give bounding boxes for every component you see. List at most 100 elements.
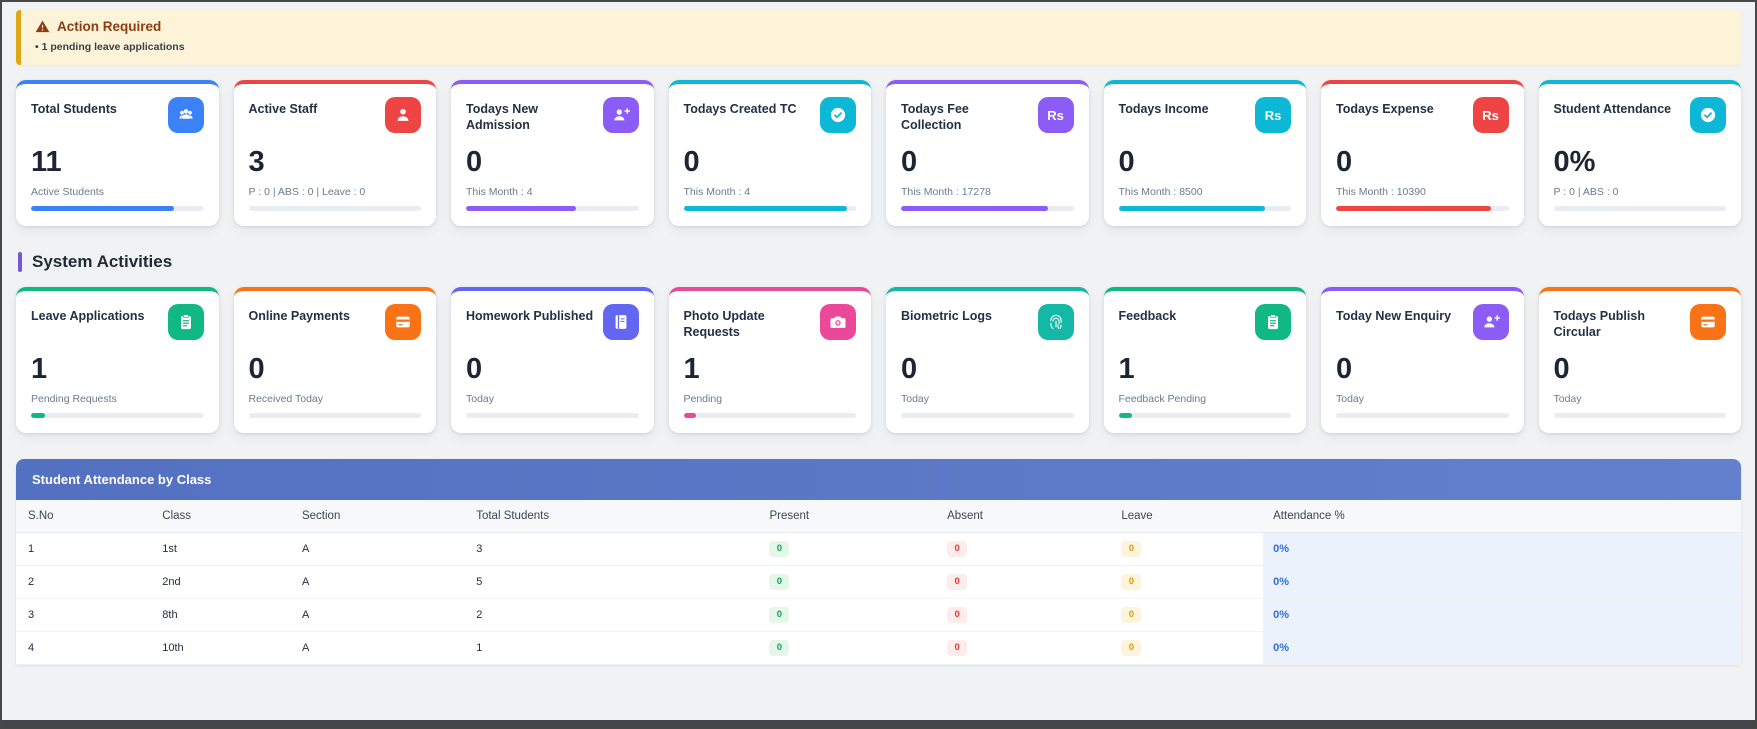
table-cell: A [291,631,467,665]
card-value: 0 [901,146,918,178]
card-progress-fill [683,413,696,418]
camera-icon [820,304,856,340]
card-progress-track [1336,413,1509,418]
alert-item: • 1 pending leave applications [35,41,185,53]
card-value: 0 [1118,146,1135,178]
cell-absent: 0 [937,565,1112,599]
card-title: Todays Publish Circular [1553,309,1645,340]
table-row: 2 2nd A 5 0 0 0 0% [16,565,1741,599]
table-cell: 3 [466,532,760,566]
user-plus-icon [1472,304,1509,340]
card-value: 0 [1553,353,1570,385]
card-subtitle: Pending Requests [31,393,117,405]
rupee-icon: Rs [1255,97,1291,133]
column-header-class: Class [152,500,292,533]
user-icon [385,97,421,133]
card-head: Feedback [1119,304,1291,340]
card-progress-track [31,413,204,418]
card-title: Active Staff [248,102,318,116]
cell-attendance: 0% [1263,532,1741,566]
card-todays-publish-circular[interactable]: Todays Publish Circular 0 Today [1538,287,1741,433]
card-subtitle: This Month : 8500 [1118,186,1203,198]
card-todays-fee-collection[interactable]: Todays Fee Collection Rs 0 This Month : … [886,80,1089,226]
card-progress-track [1553,206,1726,211]
leave-badge: 0 [1121,574,1142,590]
card-head: Todays Expense Rs [1336,97,1509,133]
cell-leave: 0 [1111,532,1264,566]
card-homework-published[interactable]: Homework Published 0 Today [451,287,654,433]
cell-leave: 0 [1111,598,1264,632]
card-value: 3 [248,146,265,178]
card-head: Online Payments [249,304,421,340]
card-title: Homework Published [466,309,594,323]
card-value: 0 [466,353,483,385]
cell-present: 0 [759,532,938,566]
card-head: Todays Income Rs [1118,97,1291,133]
card-feedback[interactable]: Feedback 1 Feedback Pending [1103,287,1306,433]
card-progress-track [683,413,856,418]
card-progress-track [1553,413,1726,418]
card-today-new-enquiry[interactable]: Today New Enquiry 0 Today [1321,287,1524,433]
card-title: Total Students [31,102,117,116]
table-cell: 8th [152,598,292,632]
user-plus-icon [602,97,639,133]
card-title: Todays Income [1118,102,1209,116]
absent-badge: 0 [947,640,968,656]
card-head: Todays New Admission [466,97,639,134]
card-value: 0 [466,146,483,178]
cell-absent: 0 [937,631,1112,665]
column-header-total-students: Total Students [466,500,760,533]
card-head: Total Students [31,97,204,133]
table-cell: 1 [16,532,153,566]
table-row: 4 10th A 1 0 0 0 0% [16,631,1741,665]
table-cell: 1 [466,631,760,665]
action-required-alert: Action Required • 1 pending leave applic… [16,10,1741,65]
card-todays-created-tc[interactable]: Todays Created TC 0 This Month : 4 [668,80,871,226]
table-cell: 5 [466,565,760,599]
card-subtitle: Today [1553,393,1582,405]
leave-badge: 0 [1121,640,1142,656]
card-value: 0 [901,353,918,385]
attendance-table-card: Student Attendance by Class S.No Class Sec… [16,459,1741,665]
card-title: Biometric Logs [901,309,992,323]
users-icon [167,97,204,133]
absent-badge: 0 [947,541,968,557]
card-subtitle: Today [1336,393,1365,405]
card-head: Leave Applications [31,304,204,340]
absent-badge: 0 [947,574,968,590]
check-icon [1690,97,1726,133]
warning-icon [35,20,50,33]
card-subtitle: Feedback Pending [1118,393,1207,405]
card-total-students[interactable]: Total Students 11 Active Students [16,80,219,226]
card-todays-expense[interactable]: Todays Expense Rs 0 This Month : 10390 [1321,80,1524,226]
card-progress-track [31,206,204,211]
card-online-payments[interactable]: Online Payments 0 Received Today [233,287,436,433]
card-value: 1 [683,353,700,385]
section-title-text: System Activities [32,252,173,271]
card-head: Todays Fee Collection Rs [901,97,1074,134]
card-progress-track [466,206,639,211]
column-header-absent: Absent [937,500,1112,533]
card-subtitle: P : 0 | ABS : 0 | Leave : 0 [248,186,366,198]
table-cell: A [291,532,467,566]
card-todays-new-admission[interactable]: Todays New Admission 0 This Month : 4 [451,80,654,226]
table-cell: 10th [152,631,292,665]
card-value: 1 [1118,353,1135,385]
table-cell: A [291,598,467,632]
card-student-attendance[interactable]: Student Attendance 0% P : 0 | ABS : 0 [1538,80,1741,226]
card-progress-fill [31,206,175,211]
table-row: 3 8th A 2 0 0 0 0% [16,598,1741,632]
clipboard-icon [167,304,204,340]
present-badge: 0 [769,607,790,623]
card-subtitle: This Month : 4 [466,186,533,198]
attendance-table: S.No Class Section Total Students Present Abs… [16,500,1741,665]
card-active-staff[interactable]: Active Staff 3 P : 0 | ABS : 0 | Leave :… [233,80,436,226]
card-biometric-logs[interactable]: Biometric Logs 0 Today [886,287,1089,433]
card-subtitle: Today [901,393,930,405]
card-head: Homework Published [466,304,639,340]
card-photo-update-requests[interactable]: Photo Update Requests 1 Pending [668,287,871,433]
card-subtitle: Active Students [31,186,104,198]
card-todays-income[interactable]: Todays Income Rs 0 This Month : 8500 [1103,80,1306,226]
card-leave-applications[interactable]: Leave Applications 1 Pending Requests [16,287,219,433]
